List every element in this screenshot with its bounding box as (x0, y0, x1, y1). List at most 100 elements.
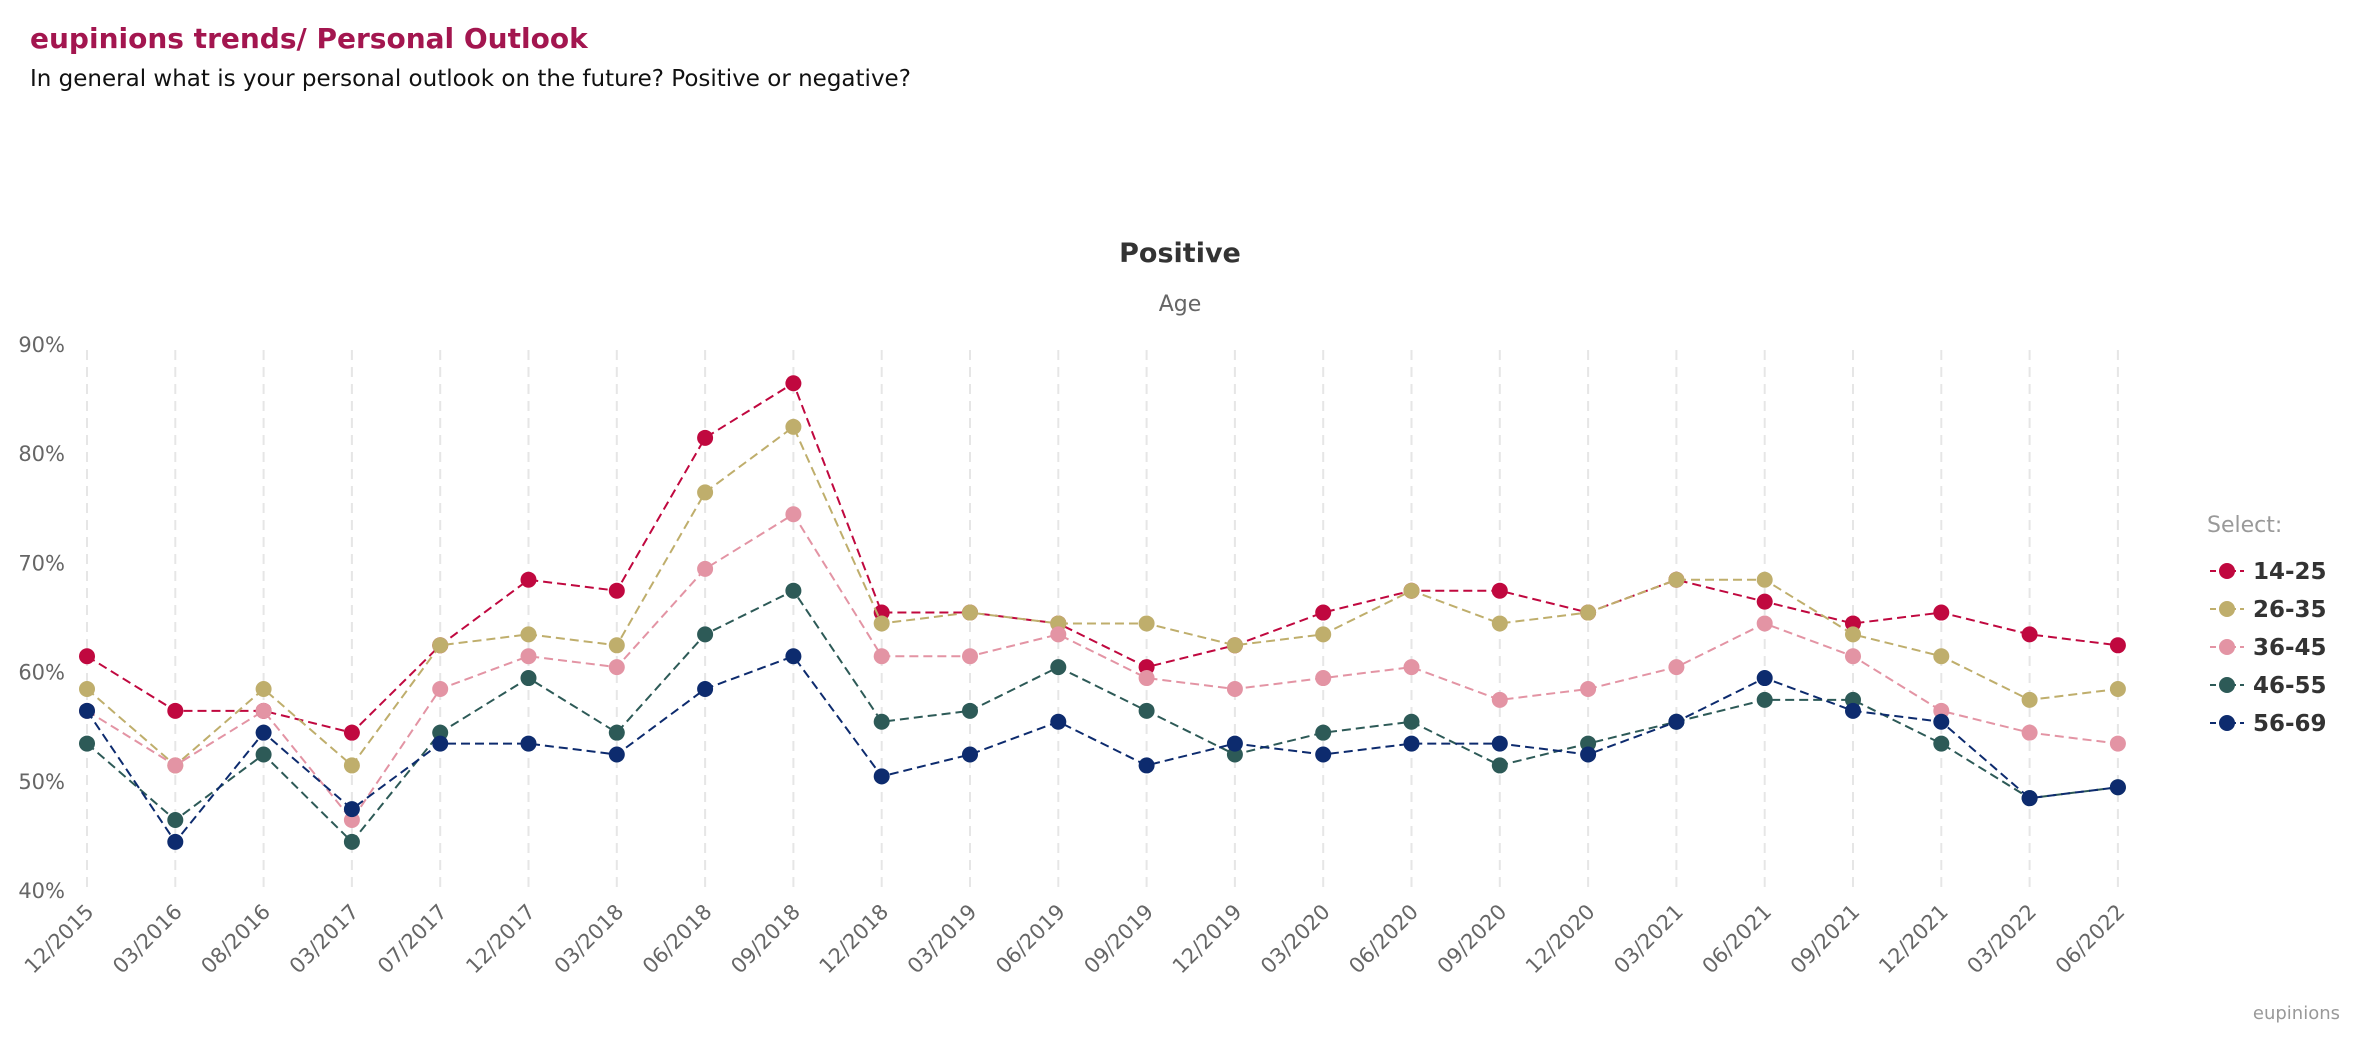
data-point (2021, 790, 2038, 807)
x-tick-label: 12/2019 (1168, 900, 1247, 979)
data-point (1580, 604, 1597, 621)
data-point (608, 746, 625, 763)
data-point (962, 648, 978, 665)
data-point (1668, 713, 1685, 730)
data-point (785, 506, 802, 523)
credit: eupinions (2252, 1003, 2340, 1024)
data-point (1050, 713, 1067, 730)
data-point (2109, 779, 2126, 796)
grid (86, 350, 2119, 891)
data-point (2109, 680, 2126, 697)
data-point (432, 735, 449, 752)
legend-marker (2219, 639, 2235, 655)
data-point (1933, 604, 1950, 621)
y-tick-label: 60% (18, 661, 65, 685)
data-point (1403, 659, 1420, 676)
data-point (1138, 702, 1155, 719)
data-point (785, 648, 802, 665)
data-point (1580, 680, 1597, 697)
data-point (1756, 670, 1773, 687)
series-36-45 (79, 506, 2126, 829)
series-line (86, 512, 2119, 822)
x-tick-label: 03/2021 (1609, 900, 1688, 979)
legend-title: Select: (2207, 513, 2282, 538)
data-point (1491, 582, 1508, 599)
x-tick-label: 06/2020 (1344, 900, 1423, 979)
x-tick-label: 08/2016 (196, 900, 275, 979)
legend-label: 46-55 (2253, 673, 2327, 699)
data-point (2021, 691, 2038, 708)
chart-subtitle: Age (1159, 292, 1202, 317)
legend-item-26-35[interactable]: 26-35 (2210, 597, 2327, 623)
series-line (86, 425, 2119, 767)
series-56-69 (79, 648, 2126, 850)
legend-item-36-45[interactable]: 36-45 (2210, 635, 2327, 661)
data-point (1756, 571, 1773, 588)
data-point (1315, 746, 1332, 763)
legend-label: 56-69 (2253, 711, 2327, 737)
series-line (86, 589, 2119, 844)
data-point (167, 757, 184, 774)
data-point (1933, 648, 1950, 665)
y-tick-label: 80% (18, 442, 65, 466)
y-tick-label: 70% (18, 551, 65, 575)
y-tick-label: 90% (18, 333, 65, 357)
series-14-25 (79, 375, 2126, 741)
data-point (962, 604, 978, 621)
legend: Select: 14-25 26-35 36-45 46-55 56-69 (2207, 513, 2327, 737)
legend-label: 26-35 (2253, 597, 2327, 623)
data-point (1845, 702, 1861, 719)
data-point (1491, 691, 1508, 708)
x-tick-label: 12/2015 (20, 900, 99, 979)
chart-title: Positive (1119, 238, 1241, 269)
legend-label: 14-25 (2253, 559, 2327, 585)
data-point (697, 626, 714, 643)
data-point (79, 648, 95, 665)
data-point (520, 735, 537, 752)
x-tick-label: 03/2017 (285, 900, 364, 979)
x-tick-label: 06/2021 (1698, 900, 1777, 979)
data-point (962, 746, 978, 763)
data-point (1403, 735, 1420, 752)
data-point (1668, 659, 1685, 676)
data-point (962, 702, 978, 719)
x-tick-label: 12/2017 (461, 900, 540, 979)
page-subtitle: In general what is your personal outlook… (30, 66, 911, 92)
data-point (785, 375, 802, 392)
data-point (608, 637, 625, 654)
data-point (79, 702, 95, 719)
x-tick-label: 03/2016 (108, 900, 187, 979)
legend-item-14-25[interactable]: 14-25 (2210, 559, 2327, 585)
data-point (432, 680, 449, 697)
legend-label: 36-45 (2253, 635, 2327, 661)
data-point (697, 560, 714, 577)
x-tick-label: 03/2018 (550, 900, 629, 979)
data-point (432, 637, 449, 654)
data-point (1668, 571, 1685, 588)
data-point (1315, 670, 1332, 687)
legend-item-56-69[interactable]: 56-69 (2210, 711, 2327, 737)
data-point (1315, 626, 1332, 643)
data-point (520, 571, 537, 588)
y-tick-label: 50% (18, 770, 65, 794)
data-point (343, 801, 360, 818)
data-point (2021, 724, 2038, 741)
data-point (608, 582, 625, 599)
x-axis: 12/2015 03/2016 08/2016 03/2017 07/2017 12/20… (20, 900, 2130, 979)
x-tick-label: 12/2020 (1521, 900, 1600, 979)
data-point (1845, 626, 1861, 643)
data-point (608, 724, 625, 741)
data-point (1226, 735, 1243, 752)
legend-item-46-55[interactable]: 46-55 (2210, 673, 2327, 699)
data-point (1315, 724, 1332, 741)
data-point (2109, 735, 2126, 752)
data-point (873, 615, 890, 632)
x-tick-label: 06/2018 (638, 900, 717, 979)
data-point (2021, 626, 2038, 643)
data-point (1580, 746, 1597, 763)
data-point (873, 713, 890, 730)
x-tick-label: 09/2019 (1079, 900, 1158, 979)
data-point (520, 626, 537, 643)
data-point (785, 418, 802, 435)
data-point (255, 680, 272, 697)
